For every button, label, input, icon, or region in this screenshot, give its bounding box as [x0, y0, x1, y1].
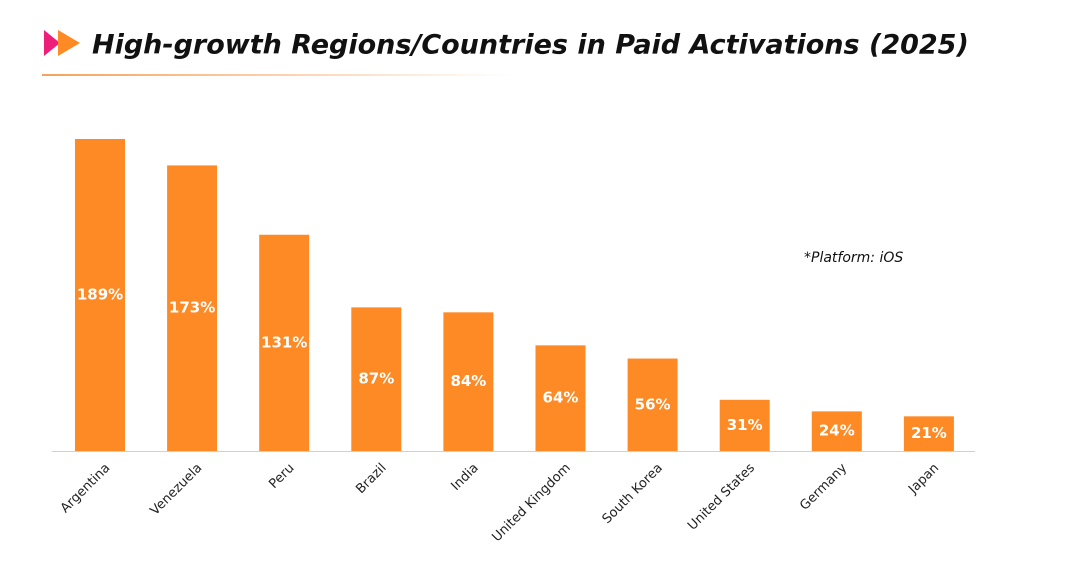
x-tick-label: Peru: [266, 461, 297, 492]
x-tick-label: Argentina: [58, 461, 113, 516]
title-underline: [42, 74, 512, 76]
bar: [167, 165, 218, 451]
x-tick-label: South Korea: [600, 461, 666, 527]
logo-triangle: [44, 30, 60, 56]
bar: [351, 307, 402, 451]
annotation: *Platform: iOS: [804, 250, 903, 266]
bar: [443, 312, 494, 451]
bar: [75, 139, 125, 451]
bar: [627, 358, 678, 451]
x-tick-label: Brazil: [353, 461, 389, 497]
value-label: 64%: [543, 389, 579, 407]
bar: [719, 399, 770, 451]
value-label: 173%: [169, 299, 215, 317]
bar: [535, 345, 586, 451]
bar: [811, 411, 862, 451]
x-tick-label: Germany: [797, 460, 850, 513]
value-label: 21%: [911, 424, 947, 442]
x-tick-label: Venezuela: [148, 461, 206, 519]
x-tick-label: United Kingdom: [489, 461, 573, 545]
value-label: 131%: [261, 333, 307, 351]
value-label: 189%: [77, 286, 123, 304]
logo-triangle: [58, 30, 80, 56]
bar: [903, 416, 954, 451]
x-tick-label: India: [449, 461, 482, 494]
x-tick-label: United States: [685, 461, 758, 534]
chart-title: High-growth Regions/Countries in Paid Ac…: [92, 30, 969, 61]
value-label: 87%: [358, 370, 394, 388]
value-label: 84%: [450, 372, 486, 390]
x-tick-label: Japan: [905, 461, 942, 498]
value-label: 24%: [819, 422, 855, 440]
value-label: 31%: [727, 416, 763, 434]
value-label: 56%: [635, 395, 671, 413]
bar: [259, 234, 310, 451]
